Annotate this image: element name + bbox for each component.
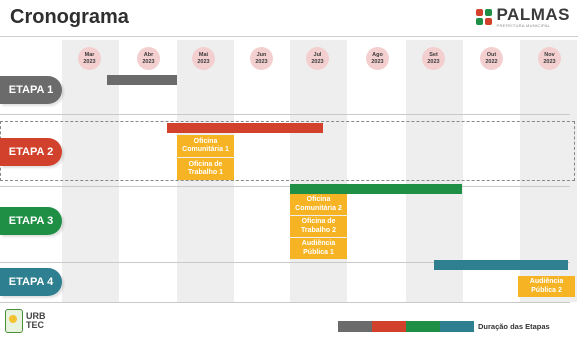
month-marker-nov: Nov 2023 (538, 47, 561, 70)
legend-swatch-etapa-2 (372, 321, 406, 332)
month-marker-jun: Jun 2023 (250, 47, 273, 70)
activity-oficina-comunitaria-1: Oficina Comunitária 1 (177, 135, 234, 157)
row-divider (0, 262, 570, 263)
palmas-emblem-icon (476, 9, 493, 25)
row-divider (0, 186, 570, 187)
legend-swatch-etapa-1 (338, 321, 372, 332)
etapa-1-duration-bar (107, 75, 177, 85)
activity-oficina-comunitaria-2: Oficina Comunitária 2 (290, 194, 347, 215)
header-divider (0, 36, 578, 37)
month-marker-set: Set 2023 (422, 47, 445, 70)
month-column-shade (520, 40, 577, 302)
activity-oficina-trabalho-2: Oficina de Trabalho 2 (290, 216, 347, 237)
page-title: Cronograma (10, 6, 129, 28)
urbtec-line-1: URB (26, 310, 46, 321)
month-marker-abr: Abr 2023 (137, 47, 160, 70)
etapa-3-label: ETAPA 3 (0, 207, 62, 235)
row-divider (0, 302, 570, 303)
etapa-2-label: ETAPA 2 (0, 138, 62, 166)
activity-audiencia-publica-2: Audiência Pública 2 (518, 276, 575, 297)
month-column-shade (406, 40, 463, 302)
etapa-2-duration-bar (167, 123, 323, 133)
urbtec-line-2: TEC (26, 320, 44, 330)
palmas-logo: PALMAS PREFEITURA MUNICIPAL (476, 6, 570, 28)
etapa-4-duration-bar (434, 260, 568, 270)
urbtec-emblem-icon (5, 309, 23, 333)
legend-swatch-etapa-4 (440, 321, 474, 332)
etapa-4-label: ETAPA 4 (0, 268, 62, 296)
etapa-3-duration-bar (290, 184, 462, 194)
legend-swatches (338, 321, 474, 332)
month-marker-mar: Mar 2023 (78, 47, 101, 70)
month-marker-ago: Ago 2023 (366, 47, 389, 70)
legend-swatch-etapa-3 (406, 321, 440, 332)
urbtec-logo: URB TEC (5, 309, 46, 333)
row-divider (0, 114, 570, 115)
legend-label: Duração das Etapas (478, 322, 550, 331)
month-marker-jul: Jul 2023 (306, 47, 329, 70)
activity-audiencia-publica-1: Audiência Pública 1 (290, 238, 347, 259)
brand-subtitle: PREFEITURA MUNICIPAL (496, 23, 551, 28)
etapa-1-label: ETAPA 1 (0, 76, 62, 104)
activity-oficina-trabalho-1: Oficina de Trabalho 1 (177, 158, 234, 180)
month-marker-mai: Mai 2023 (192, 47, 215, 70)
brand-name: PALMAS (496, 5, 570, 24)
month-marker-out: Out 2022 (480, 47, 503, 70)
